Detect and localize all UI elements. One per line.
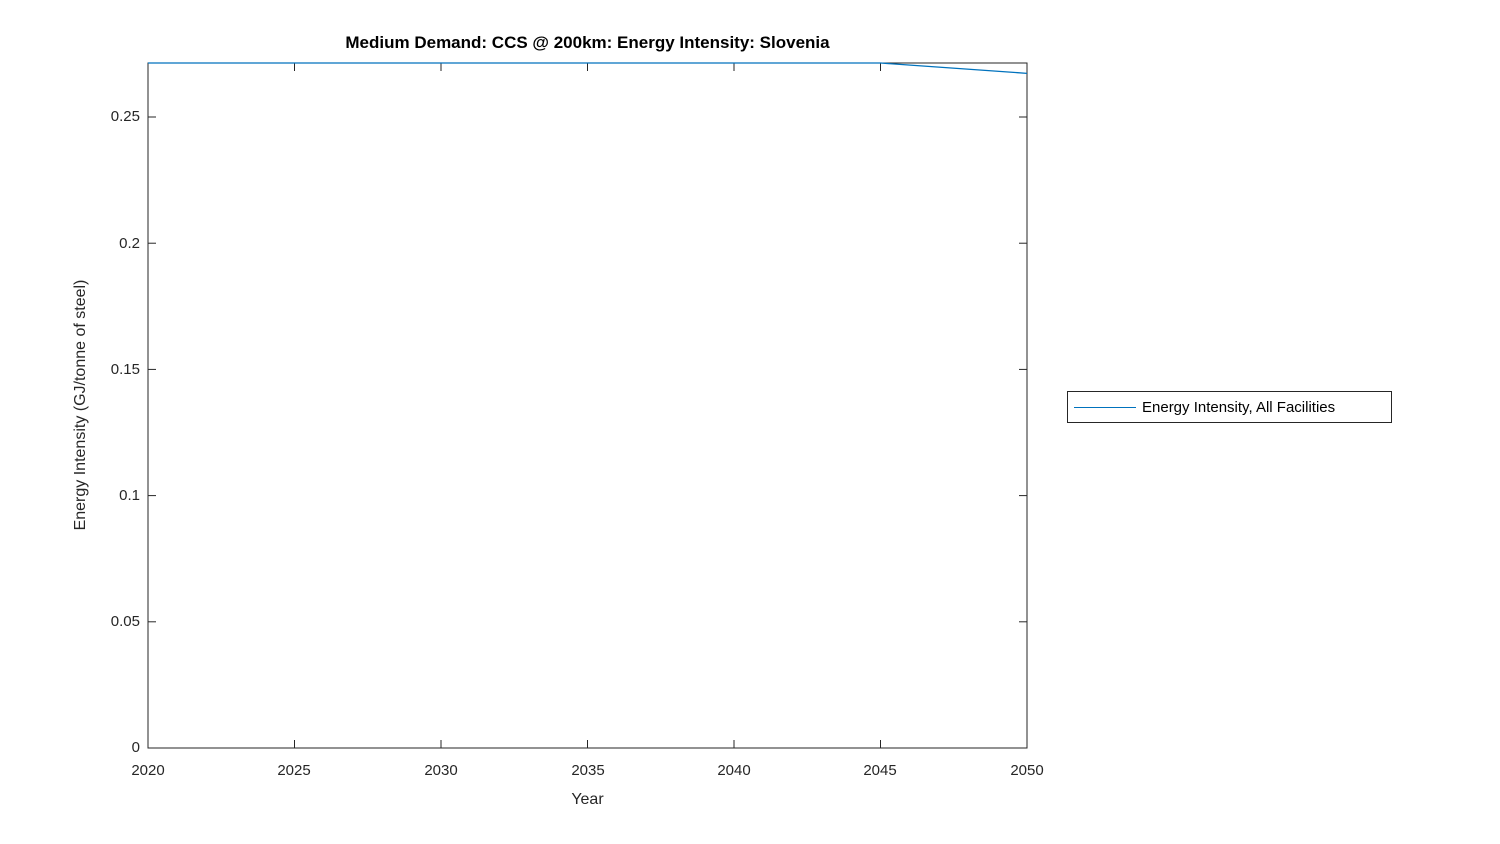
x-axis-label: Year	[571, 791, 604, 808]
x-tick-label-2020: 2020	[131, 762, 165, 779]
y-tick-label-0: 0	[131, 739, 140, 756]
legend-line-sample-icon	[1074, 406, 1136, 408]
plot-frame	[147, 62, 1028, 749]
y-tick-label-01: 0.1	[119, 487, 140, 504]
chart-title: Medium Demand: CCS @ 200km: Energy Inten…	[345, 33, 830, 52]
tick-marks	[147, 63, 1028, 749]
data-line	[148, 62, 1028, 74]
x-tick-label-2040: 2040	[717, 762, 751, 779]
x-tick-label-2030: 2030	[424, 762, 458, 779]
y-axis-label: Energy Intensity (GJ/tonne of steel)	[72, 279, 89, 531]
y-tick-label-005: 0.05	[110, 613, 140, 630]
x-tick-label-2025: 2025	[277, 762, 311, 779]
y-tick-label-02: 0.2	[119, 235, 140, 252]
x-tick-label-2035: 2035	[571, 762, 605, 779]
x-tick-label-2045: 2045	[863, 762, 897, 779]
legend-entry-label: Energy Intensity, All Facilities	[1142, 398, 1336, 416]
x-tick-label-2050: 2050	[1010, 762, 1044, 779]
y-tick-label-015: 0.15	[110, 361, 140, 378]
data-line-series	[148, 62, 1028, 74]
y-tick-label-025: 0.25	[110, 108, 140, 125]
legend: Energy Intensity, All Facilities	[1067, 391, 1392, 423]
